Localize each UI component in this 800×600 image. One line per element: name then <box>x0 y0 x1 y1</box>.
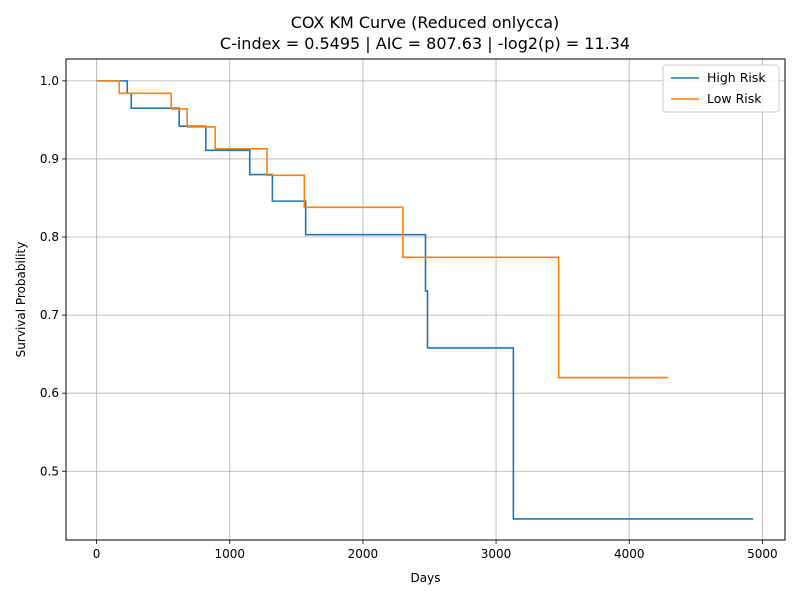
plot-area <box>66 59 785 540</box>
series-line-low-risk <box>96 80 668 379</box>
x-tick-label: 0 <box>93 547 101 561</box>
grid-lines <box>66 59 785 540</box>
y-tick-label: 0.6 <box>40 386 59 400</box>
y-ticks: 0.5 0.6 0.7 0.8 0.9 1.0 <box>40 74 66 478</box>
y-tick-label: 0.9 <box>40 152 59 166</box>
y-tick-label: 0.7 <box>40 308 59 322</box>
x-tick-label: 4000 <box>614 547 645 561</box>
chart-title-line1: COX KM Curve (Reduced onlycca) <box>291 13 560 32</box>
legend-label-low-risk: Low Risk <box>707 91 762 106</box>
x-axis-label: Days <box>411 571 441 585</box>
x-tick-label: 1000 <box>214 547 245 561</box>
y-axis-label: Survival Probability <box>14 242 28 358</box>
x-tick-label: 3000 <box>481 547 512 561</box>
x-tick-label: 5000 <box>747 547 778 561</box>
y-tick-label: 0.5 <box>40 464 59 478</box>
x-ticks: 0 1000 2000 3000 4000 5000 <box>93 540 778 561</box>
y-tick-label: 1.0 <box>40 74 59 88</box>
legend: High Risk Low Risk <box>662 64 780 113</box>
legend-box <box>662 64 780 113</box>
plot-frame <box>65 58 786 541</box>
y-tick-label: 0.8 <box>40 230 59 244</box>
chart-title-line2: C-index = 0.5495 | AIC = 807.63 | -log2(… <box>220 34 630 53</box>
series-line-high-risk <box>96 80 754 520</box>
series-lines <box>96 80 754 520</box>
x-tick-label: 2000 <box>348 547 379 561</box>
legend-label-high-risk: High Risk <box>707 70 766 85</box>
